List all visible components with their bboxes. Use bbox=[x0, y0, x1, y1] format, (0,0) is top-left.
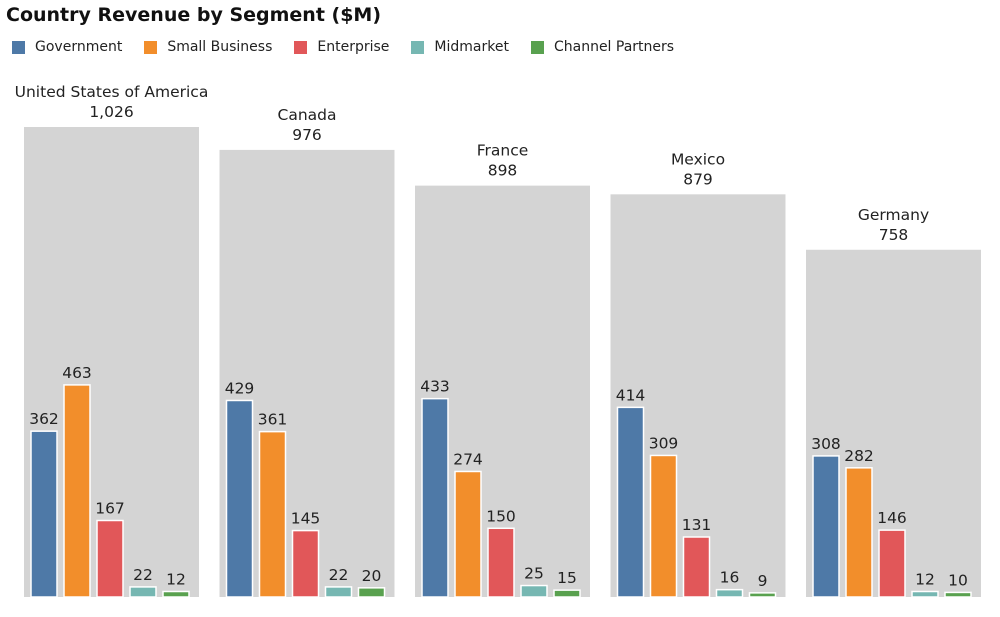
bar-france-small-business bbox=[454, 470, 482, 598]
value-label-mexico-small-business: 309 bbox=[649, 434, 679, 452]
value-label-canada-midmarket: 22 bbox=[329, 566, 349, 584]
legend-swatch bbox=[530, 40, 544, 54]
bar-mexico-government bbox=[616, 406, 645, 598]
bar-germany-government bbox=[812, 455, 840, 598]
value-label-united-states-of-america-government: 362 bbox=[29, 410, 59, 428]
bar-france-channel-partners bbox=[553, 589, 581, 598]
legend-label: Enterprise bbox=[317, 39, 390, 55]
value-label-united-states-of-america-small-business: 463 bbox=[62, 364, 92, 382]
total-label-france: 898 bbox=[488, 162, 518, 180]
legend-swatch bbox=[294, 40, 308, 54]
value-label-france-government: 433 bbox=[420, 378, 450, 396]
value-label-germany-channel-partners: 10 bbox=[948, 571, 968, 589]
bar-united-states-of-america-small-business bbox=[63, 384, 91, 598]
bar-germany-midmarket bbox=[911, 590, 939, 598]
bar-mexico-channel-partners bbox=[748, 592, 777, 598]
value-label-mexico-government: 414 bbox=[616, 386, 646, 404]
bar-germany-channel-partners bbox=[944, 591, 972, 598]
value-label-mexico-midmarket: 16 bbox=[720, 569, 740, 587]
bar-mexico-midmarket bbox=[715, 588, 744, 598]
legend-label: Channel Partners bbox=[553, 39, 675, 55]
value-label-mexico-enterprise: 131 bbox=[682, 516, 712, 534]
bar-canada-midmarket bbox=[324, 586, 353, 598]
country-label-mexico: Mexico bbox=[671, 150, 725, 168]
bar-france-midmarket bbox=[520, 584, 548, 598]
value-label-germany-midmarket: 12 bbox=[915, 571, 935, 589]
bar-united-states-of-america-channel-partners bbox=[162, 590, 190, 598]
bar-canada-small-business bbox=[258, 430, 287, 598]
value-label-canada-government: 429 bbox=[225, 379, 255, 397]
legend-label: Government bbox=[35, 39, 123, 55]
value-label-france-enterprise: 150 bbox=[486, 507, 516, 525]
bar-germany-small-business bbox=[845, 467, 873, 598]
bar-canada-government bbox=[225, 399, 254, 598]
value-label-france-small-business: 274 bbox=[453, 450, 483, 468]
value-label-canada-small-business: 361 bbox=[258, 411, 288, 429]
country-label-germany: Germany bbox=[858, 206, 929, 224]
value-label-canada-channel-partners: 20 bbox=[362, 567, 382, 585]
bar-united-states-of-america-enterprise bbox=[96, 519, 124, 598]
legend: Government Small Business Enterprise Midmar… bbox=[12, 39, 696, 55]
value-label-germany-small-business: 282 bbox=[844, 447, 874, 465]
legend-swatch bbox=[411, 40, 425, 54]
value-label-united-states-of-america-enterprise: 167 bbox=[95, 499, 125, 517]
value-label-france-channel-partners: 15 bbox=[557, 569, 577, 587]
country-label-canada: Canada bbox=[278, 106, 337, 124]
bar-canada-enterprise bbox=[291, 529, 320, 598]
bar-france-government bbox=[421, 397, 449, 598]
value-label-united-states-of-america-midmarket: 22 bbox=[133, 566, 153, 584]
bar-canada-channel-partners bbox=[357, 587, 386, 598]
bar-united-states-of-america-midmarket bbox=[129, 586, 157, 598]
legend-swatch bbox=[12, 40, 25, 54]
bar-united-states-of-america-government bbox=[30, 430, 58, 598]
country-label-united-states-of-america: United States of America bbox=[15, 83, 209, 101]
bar-france-enterprise bbox=[487, 527, 515, 598]
total-label-canada: 976 bbox=[292, 126, 322, 144]
bar-germany-enterprise bbox=[878, 529, 906, 598]
value-label-germany-government: 308 bbox=[811, 435, 841, 453]
legend-item-small-business: Small Business bbox=[144, 39, 272, 55]
value-label-germany-enterprise: 146 bbox=[877, 509, 907, 527]
value-label-mexico-channel-partners: 9 bbox=[758, 572, 768, 590]
value-label-france-midmarket: 25 bbox=[524, 565, 544, 583]
bar-mexico-small-business bbox=[649, 454, 678, 598]
total-label-mexico: 879 bbox=[683, 170, 713, 188]
legend-swatch bbox=[144, 40, 158, 54]
legend-item-channel-partners: Channel Partners bbox=[530, 39, 675, 55]
total-label-united-states-of-america: 1,026 bbox=[89, 103, 133, 121]
value-label-united-states-of-america-channel-partners: 12 bbox=[166, 571, 186, 589]
country-label-france: France bbox=[477, 142, 529, 160]
value-label-canada-enterprise: 145 bbox=[291, 510, 321, 528]
bar-mexico-enterprise bbox=[682, 536, 711, 598]
legend-label: Midmarket bbox=[434, 39, 509, 55]
legend-item-government: Government bbox=[12, 39, 122, 55]
legend-item-enterprise: Enterprise bbox=[294, 39, 389, 55]
legend-label: Small Business bbox=[167, 39, 273, 55]
total-label-germany: 758 bbox=[879, 226, 909, 244]
chart-title: Country Revenue by Segment ($M) bbox=[6, 4, 382, 26]
legend-item-midmarket: Midmarket bbox=[411, 39, 509, 55]
